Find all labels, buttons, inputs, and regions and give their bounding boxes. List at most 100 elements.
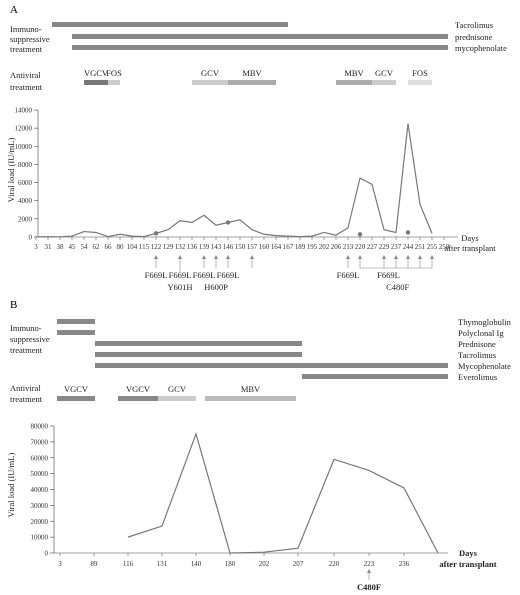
y-tick-label-b-6: 60000 <box>31 454 49 462</box>
x-tick-label-a-6: 66 <box>105 243 113 251</box>
x-tick-label-a-2: 38 <box>57 243 65 251</box>
x-tick-label-a-9: 115 <box>139 243 150 251</box>
x-tick-label-a-23: 195 <box>307 243 318 251</box>
antiviral-bar-b-0 <box>57 396 95 401</box>
x-tick-label-a-5: 62 <box>93 243 101 251</box>
panel-b-antiviral-heading-2: treatment <box>10 394 43 404</box>
x-tick-label-a-22: 189 <box>295 243 306 251</box>
mutation-arrowhead-a-12 <box>430 255 434 259</box>
immuno-label-a-0: Tacrolimus <box>455 20 493 30</box>
antiviral-label-a-5: GCV <box>375 68 394 78</box>
panel-a-letter: A <box>10 4 18 16</box>
series-line-b <box>127 432 439 554</box>
x-tick-label-a-21: 167 <box>283 243 294 251</box>
x-tick-label-a-32: 251 <box>415 243 426 251</box>
antiviral-bar-a-6 <box>408 80 432 85</box>
immuno-label-b-2: Prednisone <box>458 339 496 349</box>
immuno-bar-b-1-0 <box>57 330 95 335</box>
panel-b-immuno-heading-1: Immuno- <box>10 323 42 333</box>
panel-a-antiviral-heading-1: Antiviral <box>10 70 41 80</box>
panel-b-letter: B <box>10 299 17 311</box>
panel-a-xlabel-2: after transplant <box>444 243 496 253</box>
immuno-bar-a-0-0 <box>52 22 72 27</box>
x-tick-label-a-14: 139 <box>199 243 210 251</box>
immuno-bar-b-5-0 <box>302 374 448 379</box>
panel-b-xlabel-1: Days <box>459 548 478 558</box>
x-tick-label-a-18: 157 <box>247 243 258 251</box>
x-tick-label-a-10: 122 <box>151 243 162 251</box>
mutation-label-a-3: F669L <box>217 270 240 280</box>
antiviral-bar-a-4 <box>336 80 372 85</box>
x-tick-label-b-8: 220 <box>329 560 340 568</box>
panel-b-xlabel-2: after transplant <box>439 559 496 569</box>
immuno-label-a-2: mycophenolate <box>455 43 507 53</box>
immuno-bar-a-2-0 <box>72 45 448 50</box>
immuno-label-b-5: Everolimus <box>458 372 497 382</box>
mutation-arrowhead-a-1 <box>178 255 182 259</box>
immuno-bar-a-0-1 <box>72 22 288 27</box>
mutation-label-a-0: F669L <box>145 270 168 280</box>
y-tick-label-a-0: 0 <box>29 234 33 242</box>
mutation-label-a-8: C480F <box>386 282 409 292</box>
mutation-arrowhead-a-4 <box>226 255 230 259</box>
panel-b-antiviral-heading-1: Antiviral <box>10 383 41 393</box>
immuno-label-b-4: Mycophenolate <box>458 361 511 371</box>
series-line-a <box>35 123 433 238</box>
mutation-label-b-0: C480F <box>357 582 381 592</box>
x-tick-label-b-5: 180 <box>225 560 236 568</box>
x-tick-label-a-20: 164 <box>271 243 282 251</box>
series-marker-a-3 <box>405 230 411 235</box>
x-tick-label-a-13: 136 <box>187 243 198 251</box>
y-tick-label-b-4: 40000 <box>31 486 49 494</box>
panel-b-immuno-heading-3: treatment <box>10 345 43 355</box>
x-tick-label-a-33: 255 <box>427 243 438 251</box>
y-tick-label-a-5: 10000 <box>15 143 33 151</box>
mutation-label-a-1: F669L <box>169 270 192 280</box>
panel-a-immuno-heading-2: suppressive <box>10 34 50 44</box>
immuno-label-b-0: Thymoglobulin <box>458 317 512 327</box>
antiviral-label-b-1: VGCV <box>126 384 151 394</box>
series-marker-a-1 <box>225 220 231 225</box>
panel-a-antiviral-heading-2: treatment <box>10 82 43 92</box>
x-tick-label-a-31: 244 <box>403 243 414 251</box>
y-tick-label-b-5: 50000 <box>31 470 49 478</box>
antiviral-label-b-3: MBV <box>241 384 261 394</box>
x-tick-label-a-4: 54 <box>81 243 89 251</box>
x-tick-label-b-10: 236 <box>399 560 410 568</box>
y-tick-label-b-2: 20000 <box>31 518 49 526</box>
x-tick-label-b-3: 131 <box>157 560 168 568</box>
y-tick-label-a-6: 12000 <box>15 125 33 133</box>
x-tick-label-a-8: 104 <box>127 243 138 251</box>
antiviral-label-a-1: FOS <box>106 68 122 78</box>
mutation-arrowhead-a-0 <box>154 255 158 259</box>
antiviral-bar-a-3 <box>228 80 276 85</box>
x-tick-label-b-223: 223 <box>364 560 375 568</box>
antiviral-label-a-6: FOS <box>412 68 428 78</box>
antiviral-bar-a-0 <box>84 80 108 85</box>
x-tick-label-a-28: 227 <box>367 243 378 251</box>
x-tick-label-a-11: 129 <box>163 243 174 251</box>
series-marker-a-2 <box>357 232 363 237</box>
mutation-label-a-2: F669L <box>193 270 216 280</box>
immuno-label-a-1: prednisone <box>455 32 493 42</box>
mutation-arrowhead-a-6 <box>346 255 350 259</box>
y-tick-label-a-4: 8000 <box>18 161 33 169</box>
x-tick-label-a-0: 3 <box>34 243 38 251</box>
mutation-arrowhead-a-10 <box>406 255 410 259</box>
y-tick-label-a-7: 14000 <box>15 107 33 115</box>
series-marker-a-0 <box>153 231 159 236</box>
mutation-arrowhead-a-7 <box>358 255 362 259</box>
mutation-label-a-6: F669L <box>337 270 360 280</box>
antiviral-bar-a-2 <box>192 80 228 85</box>
panel-a-immuno-heading-1: Immuno- <box>10 24 42 34</box>
mutation-arrowhead-a-3 <box>214 255 218 259</box>
mutation-arrowhead-a-11 <box>418 255 422 259</box>
x-tick-label-a-27: 220 <box>355 243 366 251</box>
x-tick-label-a-3: 45 <box>69 243 77 251</box>
x-tick-label-a-30: 237 <box>391 243 402 251</box>
x-tick-label-a-29: 229 <box>379 243 390 251</box>
x-tick-label-a-16: 146 <box>223 243 234 251</box>
x-tick-label-a-15: 143 <box>211 243 222 251</box>
x-tick-label-b-6: 202 <box>259 560 270 568</box>
